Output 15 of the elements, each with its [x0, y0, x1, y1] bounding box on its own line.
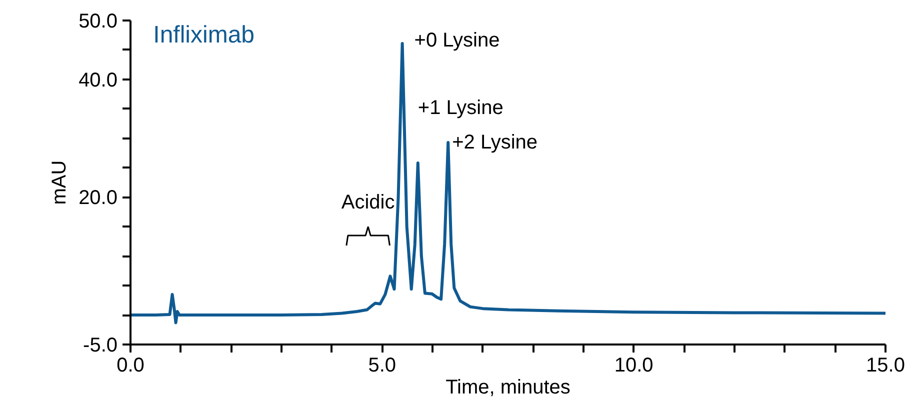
- x-axis-title: Time, minutes: [446, 376, 570, 398]
- annotation: +1 Lysine: [418, 97, 504, 120]
- x-tick-label: 5.0: [368, 354, 396, 376]
- y-tick-label: 20.0: [78, 187, 118, 210]
- annotation: +2 Lysine: [452, 131, 538, 154]
- chart-title: Infliximab: [153, 22, 255, 49]
- y-tick-label: 40.0: [78, 69, 118, 92]
- annotation: +0 Lysine: [414, 29, 500, 52]
- x-tick-label: 15.0: [866, 354, 905, 376]
- annotation: Acidic: [341, 192, 395, 214]
- x-tick-label: 0.0: [116, 354, 144, 376]
- y-axis-title: mAU: [48, 160, 71, 205]
- y-tick-label: 50.0: [78, 10, 118, 32]
- x-tick-label: 10.0: [614, 354, 654, 376]
- y-tick-label: -5.0: [83, 334, 118, 356]
